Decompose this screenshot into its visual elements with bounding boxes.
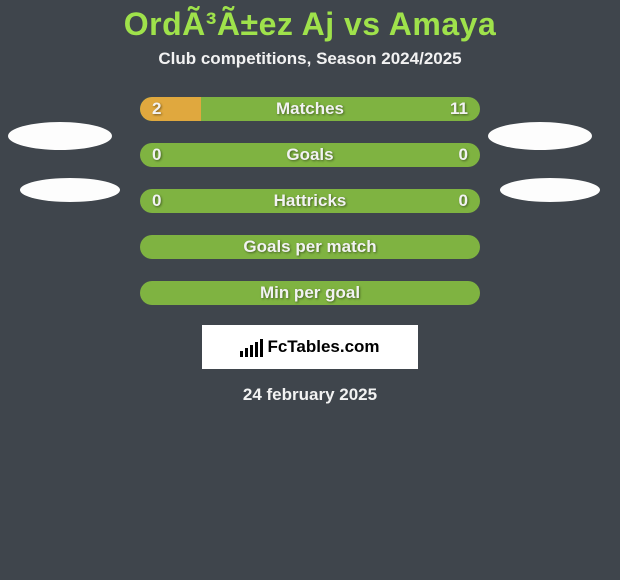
- stat-label: Hattricks: [140, 189, 480, 213]
- decorative-ellipse: [488, 122, 592, 150]
- stat-row: Min per goal: [0, 281, 620, 305]
- stat-label: Goals: [140, 143, 480, 167]
- stat-bar: Goals0 0: [140, 143, 480, 167]
- page-title: OrdÃ³Ã±ez Aj vs Amaya: [0, 0, 620, 43]
- decorative-ellipse: [8, 122, 112, 150]
- stat-right-value: 0: [459, 189, 468, 213]
- page-subtitle: Club competitions, Season 2024/2025: [0, 49, 620, 69]
- date-label: 24 february 2025: [0, 385, 620, 405]
- stat-row: Matches2 11: [0, 97, 620, 121]
- decorative-ellipse: [500, 178, 600, 202]
- stat-right-value: 11: [450, 97, 468, 121]
- stat-row: Goals per match: [0, 235, 620, 259]
- logo-text: FcTables.com: [267, 337, 379, 357]
- stat-left-value: 2: [152, 97, 161, 121]
- logo-box: FcTables.com: [202, 325, 418, 369]
- stat-bar: Hattricks0 0: [140, 189, 480, 213]
- stat-right-value: 0: [459, 143, 468, 167]
- stat-label: Matches: [140, 97, 480, 121]
- decorative-ellipse: [20, 178, 120, 202]
- stat-label: Min per goal: [140, 281, 480, 305]
- stat-bar: Matches2 11: [140, 97, 480, 121]
- stat-label: Goals per match: [140, 235, 480, 259]
- stat-left-value: 0: [152, 189, 161, 213]
- comparison-card: OrdÃ³Ã±ez Aj vs Amaya Club competitions,…: [0, 0, 620, 580]
- stat-bar: Min per goal: [140, 281, 480, 305]
- logo-bars-icon: [240, 337, 263, 357]
- stat-left-value: 0: [152, 143, 161, 167]
- stat-bar: Goals per match: [140, 235, 480, 259]
